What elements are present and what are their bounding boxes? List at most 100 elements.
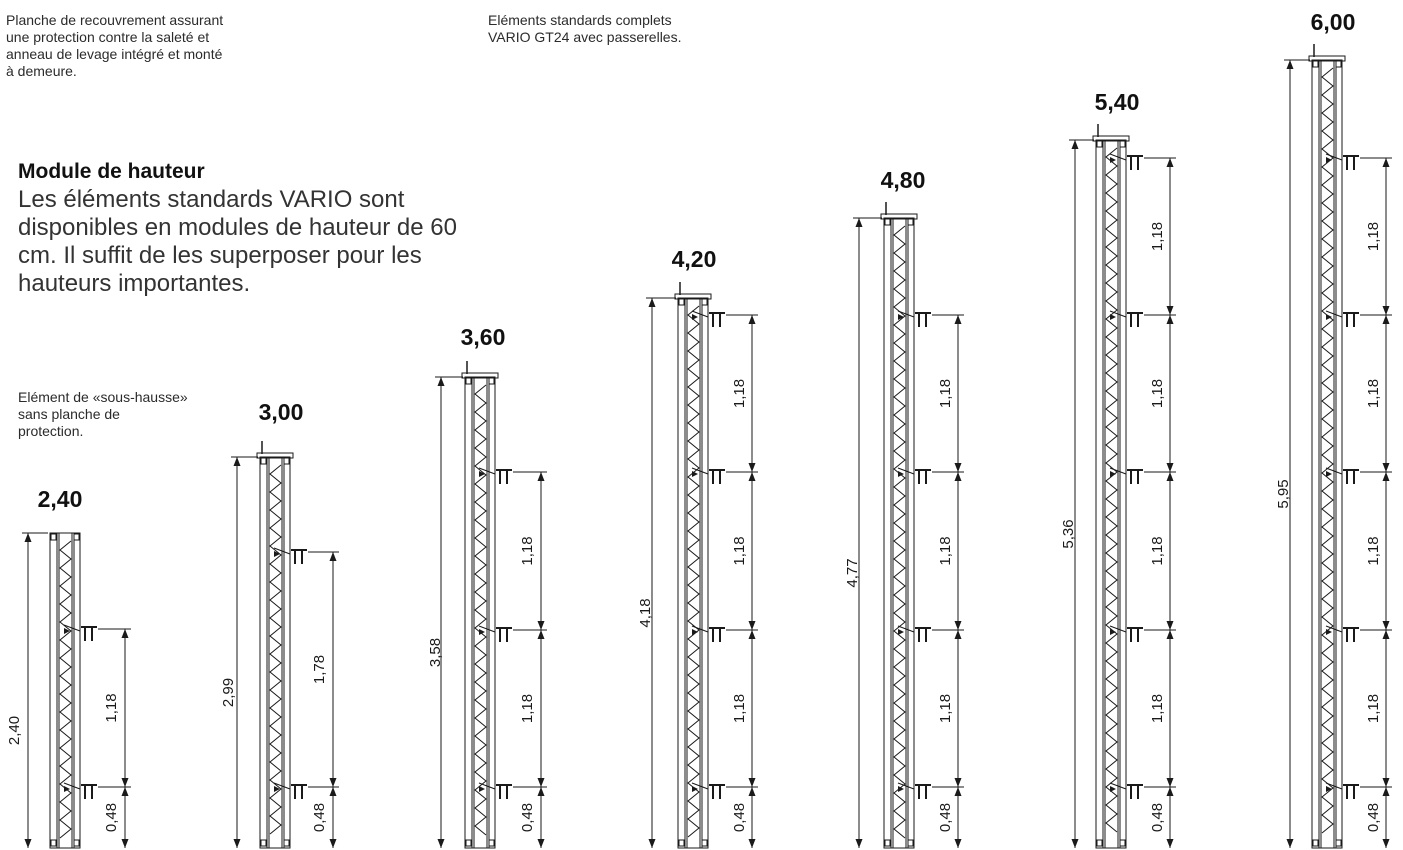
arrow-head <box>1382 630 1390 639</box>
arrow-head <box>954 630 962 639</box>
arrow-head <box>648 839 656 848</box>
arrow-head <box>748 778 756 787</box>
bracket-arrow <box>1110 471 1116 477</box>
waler-bracket <box>1109 625 1143 642</box>
formwork-element: 4,20 4,18 1,18 1,18 1,18 0,48 <box>637 246 758 849</box>
overall-dimension-label: 5,95 <box>1275 479 1292 508</box>
segment-dimension-label: 0,48 <box>103 803 120 832</box>
segment-dimension-label: 1,18 <box>1149 379 1166 408</box>
bracket-arrow <box>1110 314 1116 320</box>
bracket-arrow <box>898 314 904 320</box>
cover-plank <box>256 452 294 459</box>
arrow-head <box>1166 630 1174 639</box>
waler-bracket <box>1109 310 1143 327</box>
arrow-head <box>233 457 241 466</box>
arrow-head <box>1166 472 1174 481</box>
arrow-head <box>437 839 445 848</box>
corner-block <box>701 298 708 306</box>
cover-plank <box>461 372 499 379</box>
waler-bracket <box>1325 625 1359 642</box>
arrow-head <box>855 839 863 848</box>
arrow-head <box>954 778 962 787</box>
element-height-label: 4,80 <box>881 167 926 193</box>
corner-block <box>1096 140 1103 148</box>
element-frame <box>49 532 81 849</box>
segment-dimension-label: 1,78 <box>311 655 328 684</box>
segment-dimensions: 1,18 1,18 1,18 1,18 0,48 <box>1360 157 1392 848</box>
segment-dimension-label: 1,18 <box>731 536 748 565</box>
overall-dimension: 4,77 <box>844 217 882 848</box>
corner-block <box>260 457 267 465</box>
arrow-head <box>954 621 962 630</box>
corner-block <box>50 533 57 541</box>
overall-dimension-label: 2,99 <box>220 678 237 707</box>
bracket-arrow <box>64 786 70 792</box>
arrow-head <box>954 315 962 324</box>
bracket-arrow <box>479 786 485 792</box>
corner-block <box>1335 839 1342 847</box>
cover-plank-note: Planche de recouvrement assurant une pro… <box>6 12 224 79</box>
corner-block <box>678 839 685 847</box>
segment-dimensions: 1,18 1,18 1,18 0,48 <box>726 314 758 848</box>
corner-block <box>907 839 914 847</box>
arrow-head <box>537 621 545 630</box>
lattice <box>1105 147 1118 833</box>
arrow-head <box>748 463 756 472</box>
segment-dimension-label: 1,18 <box>103 693 120 722</box>
arrow-head <box>748 630 756 639</box>
arrow-head <box>1382 158 1390 167</box>
cover-plank <box>1308 55 1346 62</box>
segment-dimensions: 1,18 1,18 1,18 1,18 0,48 <box>1144 157 1176 848</box>
formwork-element: 3,60 3,58 1,18 1,18 0,48 <box>427 324 547 849</box>
arrow-head <box>1166 839 1174 848</box>
waler-bracket <box>63 624 97 641</box>
overall-dimension-label: 4,77 <box>844 558 861 587</box>
corner-block <box>488 839 495 847</box>
arrow-head <box>437 377 445 386</box>
element-height-label: 5,40 <box>1095 89 1140 115</box>
waler-bracket <box>273 547 307 564</box>
bracket-arrow <box>479 629 485 635</box>
arrow-head <box>748 787 756 796</box>
bracket-arrow <box>692 786 698 792</box>
overall-dimension: 3,58 <box>427 376 463 848</box>
corner-block <box>73 839 80 847</box>
element-frame <box>259 456 291 849</box>
corner-block <box>1312 60 1319 68</box>
bracket-arrow <box>898 629 904 635</box>
element-frame <box>1095 139 1127 849</box>
corner-block <box>884 839 891 847</box>
bracket-arrow <box>1326 157 1332 163</box>
formwork-element: 2,40 2,40 1,18 0,48 <box>6 486 131 849</box>
waler-bracket <box>478 782 512 799</box>
bracket-arrow <box>1110 629 1116 635</box>
arrow-head <box>1071 839 1079 848</box>
waler-bracket <box>897 310 931 327</box>
element-height-label: 4,20 <box>672 246 717 272</box>
arrow-head <box>329 787 337 796</box>
bracket-arrow <box>692 471 698 477</box>
arrow-head <box>1166 306 1174 315</box>
waler-bracket <box>1109 467 1143 484</box>
waler-bracket <box>691 467 725 484</box>
arrow-head <box>954 839 962 848</box>
overall-dimension: 2,40 <box>6 532 48 848</box>
bracket-arrow <box>274 786 280 792</box>
bracket-arrow <box>1326 314 1332 320</box>
segment-dimension-label: 1,18 <box>1149 222 1166 251</box>
waler-bracket <box>1325 153 1359 170</box>
overall-dimension: 5,95 <box>1275 59 1310 848</box>
bracket-arrow <box>274 551 280 557</box>
corner-block <box>701 839 708 847</box>
arrow-head <box>748 839 756 848</box>
arrow-head <box>1166 787 1174 796</box>
cover-plank <box>674 293 712 300</box>
segment-dimensions: 1,18 1,18 1,18 0,48 <box>932 314 964 848</box>
arrow-head <box>121 839 129 848</box>
segment-dimension-label: 1,18 <box>1365 536 1382 565</box>
arrow-head <box>537 630 545 639</box>
arrow-head <box>1286 839 1294 848</box>
arrow-head <box>648 298 656 307</box>
arrow-head <box>537 472 545 481</box>
